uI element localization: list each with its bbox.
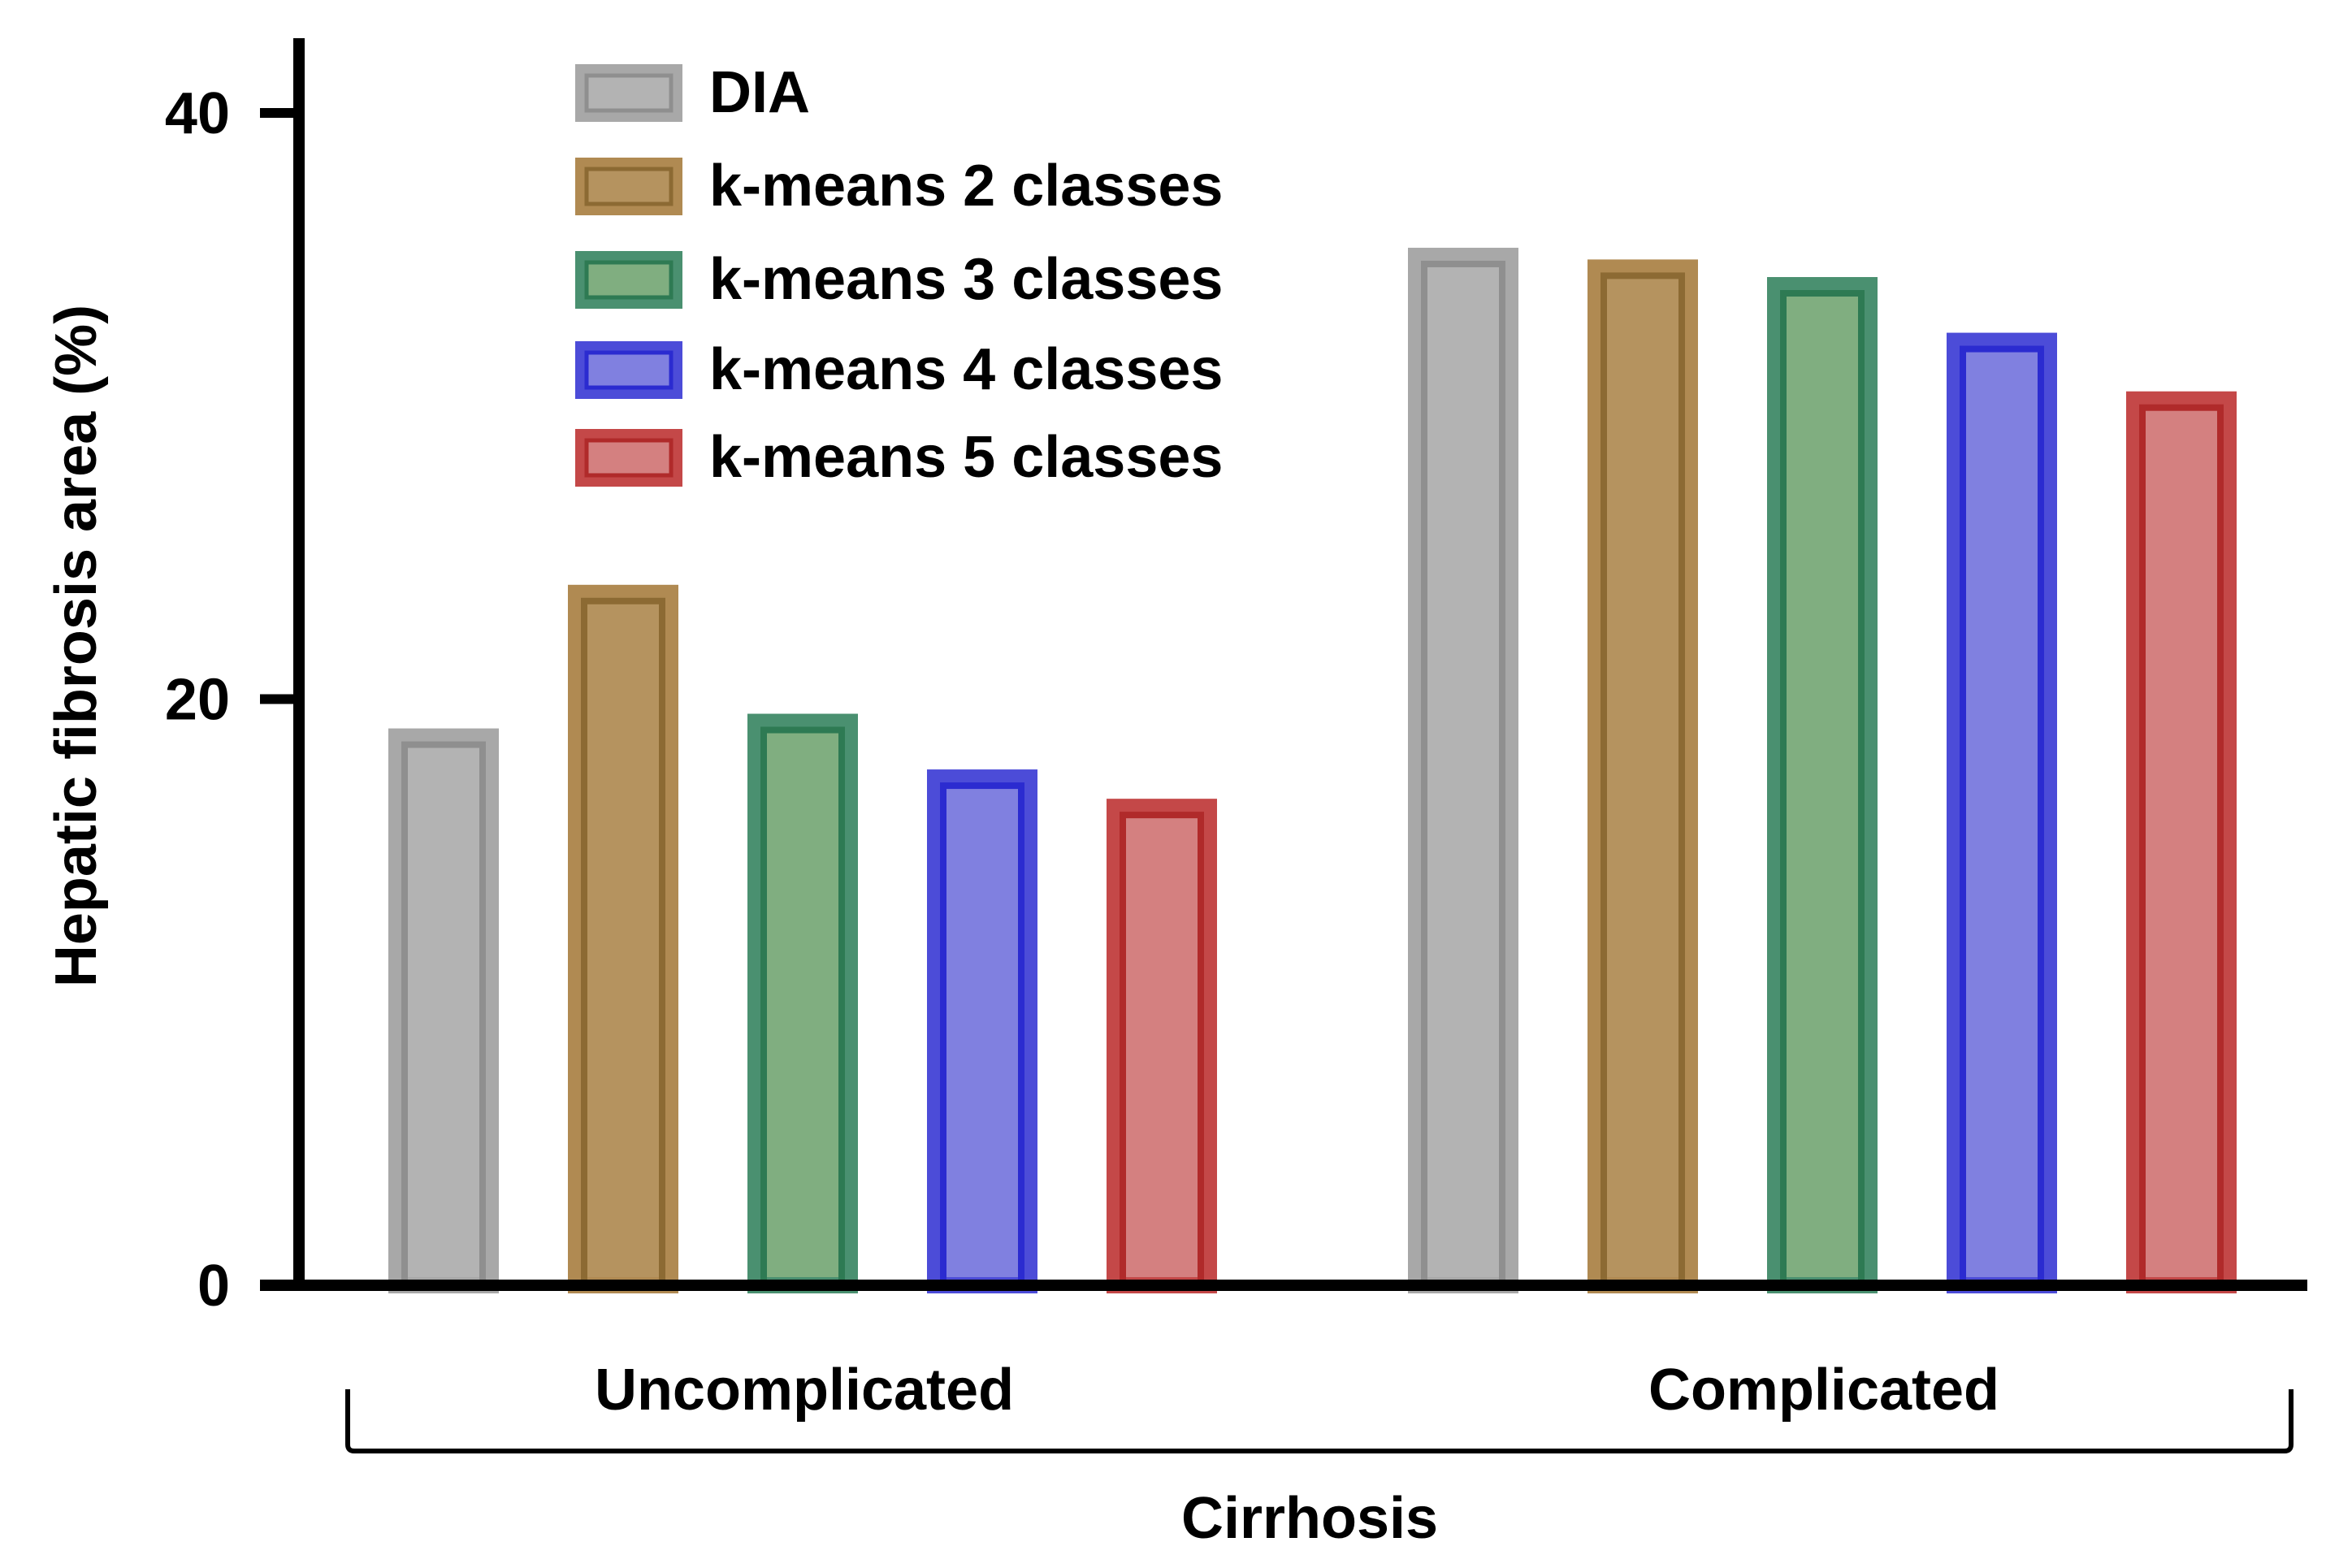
legend-label-dia: DIA: [709, 60, 810, 125]
y-ticks: 0 20 40: [165, 81, 299, 1319]
category-label-uncomplicated: Uncomplicated: [595, 1358, 1014, 1423]
bar-uncomplicated-dia: [388, 728, 499, 1293]
bar-complicated-k-means-5-classes: [2126, 391, 2237, 1293]
y-tick-label-40: 40: [165, 81, 230, 146]
legend: DIA k-means 2 classes k-means 3 classes k-m…: [575, 60, 1223, 490]
bar-complicated-dia: [1408, 247, 1518, 1294]
bar-complicated-k-means-2-classes: [1587, 259, 1698, 1293]
legend-item-k-means-3-classes: k-means 3 classes: [575, 247, 1223, 312]
bar-uncomplicated-k-means-4-classes: [927, 769, 1037, 1293]
legend-label-k-means-4-classes: k-means 4 classes: [709, 337, 1223, 402]
bar-uncomplicated-k-means-3-classes: [747, 713, 858, 1293]
y-tick-label-20: 20: [165, 668, 230, 733]
y-axis-label: Hepatic fibrosis area (%): [44, 305, 109, 987]
legend-label-k-means-2-classes: k-means 2 classes: [709, 154, 1223, 219]
bar-uncomplicated-k-means-5-classes: [1107, 799, 1217, 1293]
category-label-complicated: Complicated: [1648, 1358, 1999, 1423]
bar-complicated-k-means-4-classes: [1947, 332, 2057, 1293]
bars-layer: [388, 247, 2237, 1294]
legend-item-k-means-2-classes: k-means 2 classes: [575, 154, 1223, 219]
legend-label-k-means-3-classes: k-means 3 classes: [709, 247, 1223, 312]
x-axis-label: Cirrhosis: [1181, 1486, 1438, 1551]
legend-item-dia: DIA: [575, 60, 810, 125]
cirrhosis-bracket: [345, 1389, 2294, 1453]
bar-uncomplicated-k-means-2-classes: [568, 584, 678, 1293]
legend-item-k-means-5-classes: k-means 5 classes: [575, 425, 1223, 490]
bar-complicated-k-means-3-classes: [1767, 277, 1878, 1293]
legend-item-k-means-4-classes: k-means 4 classes: [575, 337, 1223, 402]
y-tick-label-0: 0: [197, 1254, 230, 1319]
legend-label-k-means-5-classes: k-means 5 classes: [709, 425, 1223, 490]
